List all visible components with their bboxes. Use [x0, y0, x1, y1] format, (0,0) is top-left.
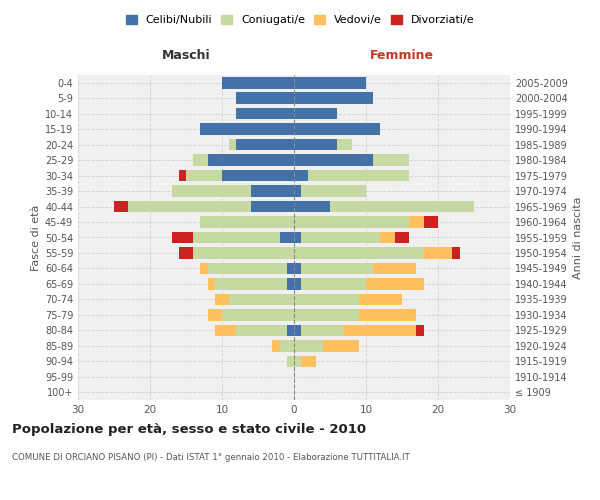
Bar [294, 262, 301, 274]
Bar [294, 356, 301, 367]
Bar [208, 309, 222, 320]
Bar [280, 232, 294, 243]
Bar [294, 247, 424, 259]
Bar [294, 309, 359, 320]
Y-axis label: Fasce di età: Fasce di età [31, 204, 41, 270]
Bar [301, 232, 380, 243]
Bar [294, 186, 301, 197]
Bar [251, 186, 294, 197]
Bar [424, 247, 452, 259]
Bar [236, 139, 294, 150]
Bar [222, 309, 294, 320]
Bar [179, 247, 193, 259]
Bar [193, 154, 208, 166]
Text: Maschi: Maschi [161, 50, 211, 62]
Bar [128, 200, 251, 212]
Bar [287, 262, 294, 274]
Bar [200, 262, 208, 274]
Bar [301, 278, 366, 289]
Bar [359, 309, 416, 320]
Bar [294, 232, 301, 243]
Bar [193, 247, 294, 259]
Bar [236, 324, 287, 336]
Bar [301, 324, 344, 336]
Bar [280, 340, 294, 351]
Bar [294, 77, 366, 88]
Bar [215, 278, 287, 289]
Bar [200, 124, 294, 135]
Bar [294, 92, 373, 104]
Bar [308, 170, 409, 181]
Bar [424, 216, 438, 228]
Bar [294, 200, 330, 212]
Text: Popolazione per età, sesso e stato civile - 2010: Popolazione per età, sesso e stato civil… [12, 422, 366, 436]
Bar [294, 278, 301, 289]
Bar [452, 247, 460, 259]
Bar [208, 262, 287, 274]
Bar [229, 294, 294, 305]
Bar [236, 92, 294, 104]
Bar [215, 294, 229, 305]
Bar [409, 216, 424, 228]
Bar [416, 324, 424, 336]
Bar [294, 139, 337, 150]
Bar [373, 262, 416, 274]
Bar [294, 294, 359, 305]
Bar [359, 294, 402, 305]
Text: Femmine: Femmine [370, 50, 434, 62]
Bar [301, 356, 316, 367]
Bar [114, 200, 128, 212]
Bar [294, 124, 380, 135]
Y-axis label: Anni di nascita: Anni di nascita [573, 196, 583, 279]
Bar [294, 324, 301, 336]
Bar [395, 232, 409, 243]
Bar [222, 77, 294, 88]
Bar [344, 324, 416, 336]
Legend: Celibi/Nubili, Coniugati/e, Vedovi/e, Divorziati/e: Celibi/Nubili, Coniugati/e, Vedovi/e, Di… [121, 10, 479, 30]
Bar [301, 186, 366, 197]
Bar [236, 108, 294, 120]
Bar [294, 170, 308, 181]
Bar [200, 216, 294, 228]
Bar [380, 232, 395, 243]
Bar [294, 340, 323, 351]
Bar [294, 216, 409, 228]
Bar [294, 154, 373, 166]
Bar [366, 278, 424, 289]
Bar [251, 200, 294, 212]
Bar [193, 232, 280, 243]
Bar [294, 108, 337, 120]
Bar [179, 170, 186, 181]
Text: COMUNE DI ORCIANO PISANO (PI) - Dati ISTAT 1° gennaio 2010 - Elaborazione TUTTIT: COMUNE DI ORCIANO PISANO (PI) - Dati IST… [12, 452, 410, 462]
Bar [208, 278, 215, 289]
Bar [337, 139, 352, 150]
Bar [287, 324, 294, 336]
Bar [186, 170, 222, 181]
Bar [373, 154, 409, 166]
Bar [272, 340, 280, 351]
Bar [172, 232, 193, 243]
Bar [323, 340, 359, 351]
Bar [222, 170, 294, 181]
Bar [215, 324, 236, 336]
Bar [208, 154, 294, 166]
Bar [330, 200, 474, 212]
Bar [301, 262, 373, 274]
Bar [287, 278, 294, 289]
Bar [172, 186, 251, 197]
Bar [287, 356, 294, 367]
Bar [229, 139, 236, 150]
